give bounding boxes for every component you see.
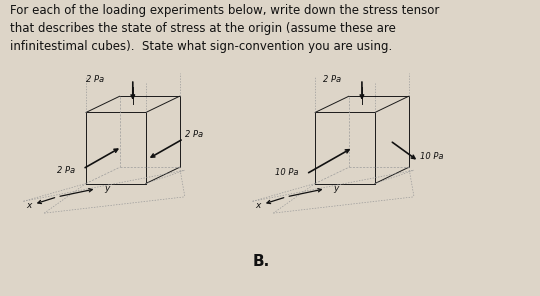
Text: x: x: [26, 201, 31, 210]
Text: 2 Pa: 2 Pa: [86, 75, 104, 84]
Text: x: x: [255, 201, 260, 210]
Text: 2 Pa: 2 Pa: [57, 166, 75, 175]
Text: 10 Pa: 10 Pa: [275, 168, 299, 177]
Text: 10 Pa: 10 Pa: [420, 152, 444, 161]
Text: B.: B.: [253, 254, 270, 269]
Text: y: y: [333, 184, 339, 193]
Text: For each of the loading experiments below, write down the stress tensor
that des: For each of the loading experiments belo…: [10, 4, 440, 54]
Text: y: y: [104, 184, 110, 193]
Text: 2 Pa: 2 Pa: [323, 75, 341, 84]
Text: 2 Pa: 2 Pa: [185, 130, 202, 139]
